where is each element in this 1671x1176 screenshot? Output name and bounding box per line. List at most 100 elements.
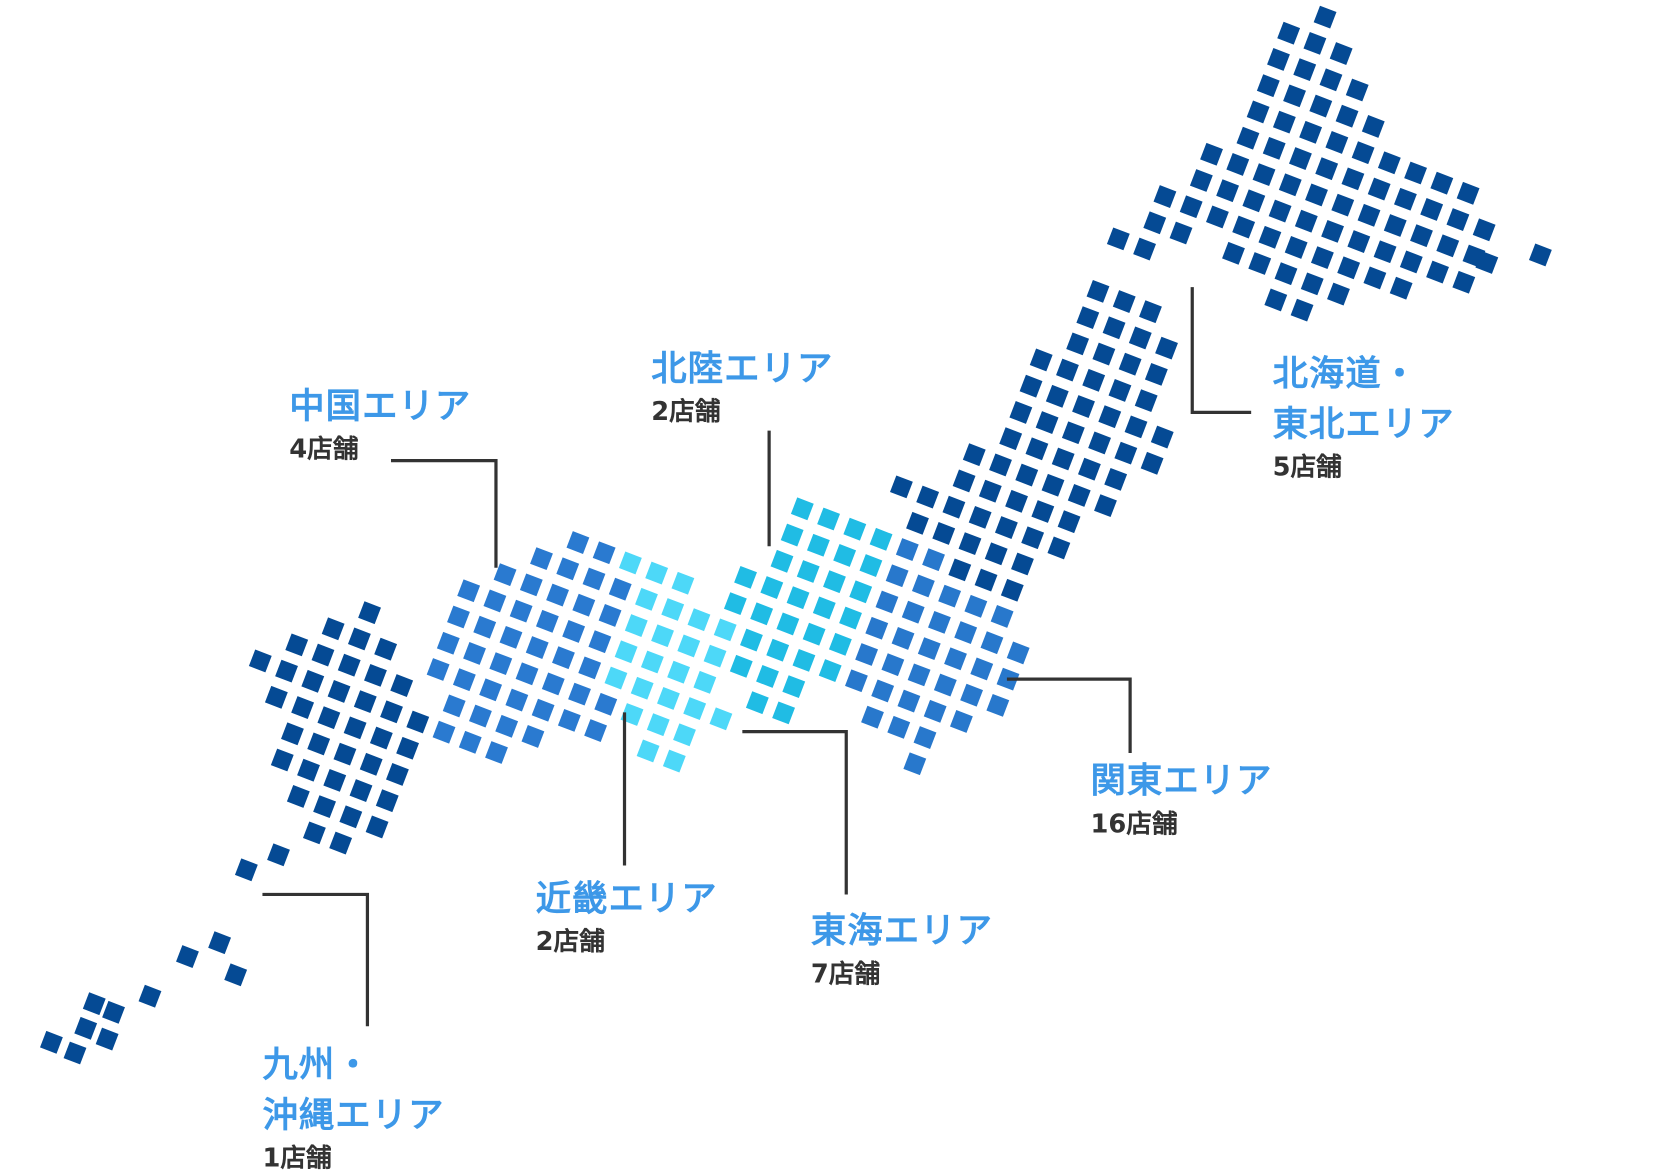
map-dot-kanto <box>855 643 879 666</box>
map-dot-hokkaido-tohoku <box>1236 126 1260 150</box>
map-dot-hokkaido-tohoku <box>1169 221 1193 245</box>
map-dot-hokkaido-tohoku <box>1206 205 1229 229</box>
map-dot-hokkaido-tohoku <box>1029 348 1053 372</box>
map-dot-chugoku-shikoku <box>436 631 460 655</box>
map-dot-hokkaido-tohoku <box>1347 230 1371 253</box>
map-dot-hokkaido-tohoku <box>1104 467 1128 491</box>
map-dot-hokkaido-tohoku <box>942 495 966 519</box>
map-dot-hokkaido-tohoku <box>1264 288 1288 312</box>
map-dot-kyushu-okinawa <box>275 659 298 683</box>
map-dot-hokkaido-tohoku <box>974 568 998 592</box>
map-dot-hokkaido-tohoku <box>1361 114 1385 138</box>
map-dot-tokai <box>828 632 852 656</box>
area-name: 北陸エリア <box>651 347 834 389</box>
map-dot-hokkaido-tohoku <box>1047 536 1071 560</box>
map-dot-island <box>208 931 232 955</box>
map-dot-chugoku-shikoku <box>608 577 632 601</box>
map-dot-hokkaido-tohoku <box>1025 437 1049 461</box>
leader-line-kyushu-okinawa <box>262 892 370 1027</box>
area-kanto[interactable]: 関東エリア 16店舗 <box>1090 755 1272 842</box>
map-dot-hokkaido-tohoku <box>1051 447 1075 471</box>
map-dot-hokkaido-tohoku <box>968 505 992 529</box>
map-dot-chugoku-shikoku <box>578 656 602 680</box>
area-kinki[interactable]: 近畿エリア 2店舗 <box>536 873 718 960</box>
area-tokai[interactable]: 東海エリア 7店舗 <box>811 905 993 992</box>
map-dot-hokkaido-tohoku <box>1274 262 1298 286</box>
map-dot-tokai <box>760 576 784 599</box>
map-dot-kyushu-okinawa <box>286 785 310 808</box>
map-dot-hokkaido-tohoku <box>932 522 956 545</box>
area-name: 近畿エリア <box>535 877 718 920</box>
map-dot-kanto <box>871 679 895 703</box>
map-dot-hokkaido-tohoku <box>999 427 1023 451</box>
area-name: 関東エリア <box>1090 759 1273 802</box>
map-dot-kyushu-okinawa <box>369 726 393 750</box>
map-dot-island <box>267 843 290 867</box>
map-dot-hokkaido-tohoku <box>1278 173 1302 197</box>
area-hokuriku[interactable]: 北陸エリア 2店舗 <box>651 343 833 430</box>
map-dot-kinki <box>673 723 696 747</box>
map-dot-tokai <box>859 554 883 578</box>
map-dot-chugoku-shikoku <box>473 615 497 639</box>
map-dot-kyushu-okinawa <box>248 649 272 673</box>
map-dot-hokkaido-tohoku <box>1329 42 1353 65</box>
map-dot-kinki <box>683 697 707 721</box>
map-dot-kanto <box>885 564 909 588</box>
map-dot-kyushu-okinawa <box>374 637 398 661</box>
area-name: 中国エリア <box>289 384 472 427</box>
map-dot-hokkaido-tohoku <box>1005 489 1028 513</box>
area-hokkaido-tohoku[interactable]: 北海道・ 東北エリア 5店舗 <box>1273 348 1455 485</box>
map-dot-hokkaido-tohoku <box>1446 208 1470 232</box>
map-dot-kanto <box>895 538 919 561</box>
map-dot-hokkaido-tohoku <box>1367 177 1391 201</box>
map-dot-kanto <box>913 726 937 749</box>
map-dot-chugoku-shikoku <box>535 609 559 633</box>
map-dot-hokkaido-tohoku <box>1021 526 1045 550</box>
map-dot-hokkaido-tohoku <box>1313 5 1337 29</box>
map-dot-hokkaido-tohoku <box>1315 157 1339 181</box>
store-count: 2店舗 <box>651 396 721 427</box>
map-dot-hokkaido-tohoku <box>1267 48 1290 71</box>
map-dot-kanto <box>923 699 947 723</box>
map-dot-hokkaido-tohoku <box>1284 236 1308 259</box>
map-dot-kyushu-okinawa <box>396 736 420 760</box>
map-dot-chugoku-shikoku <box>556 557 580 581</box>
map-dot-chugoku-shikoku <box>495 714 519 738</box>
map-dot-kanto <box>970 657 994 681</box>
map-dot-hokkaido-tohoku <box>989 453 1012 477</box>
map-dot-hokkaido-tohoku <box>1321 219 1344 243</box>
map-dot-hokkaido-tohoku <box>1216 179 1240 203</box>
map-dot-kanto <box>897 689 921 713</box>
map-dot-chugoku-shikoku <box>509 599 533 623</box>
area-chugoku[interactable]: 中国エリア 4店舗 <box>289 380 471 467</box>
map-dot-chugoku-shikoku <box>598 603 622 627</box>
map-dot-hokkaido-tohoku <box>1399 250 1423 274</box>
area-kyushu-okinawa[interactable]: 九州・ 沖縄エリア 1店舗 <box>262 1039 444 1176</box>
map-dot-kanto <box>891 627 915 650</box>
map-dot-kinki <box>662 749 686 773</box>
map-dot-hokkaido-tohoku <box>1076 306 1100 330</box>
map-dot-island <box>74 1016 98 1040</box>
map-dot-chugoku-shikoku <box>582 567 606 591</box>
map-dot-kanto <box>903 752 927 776</box>
map-dot-tokai <box>766 638 790 662</box>
map-dot-kinki <box>646 713 670 737</box>
map-dot-hokkaido-tohoku <box>1200 142 1223 166</box>
map-dot-hokkaido-tohoku <box>1088 431 1112 455</box>
map-dot-kanto <box>887 715 911 739</box>
map-dot-kyushu-okinawa <box>281 722 304 746</box>
area-name-line2: 沖縄エリア <box>262 1093 445 1136</box>
map-dot-kyushu-okinawa <box>353 690 377 714</box>
map-dot-hokkaido-tohoku <box>1345 78 1369 102</box>
map-dot-hokkaido-tohoku <box>1128 326 1152 350</box>
map-dot-kyushu-okinawa <box>317 706 341 730</box>
map-dot-kanto <box>901 600 925 624</box>
map-dot-hokkaido-tohoku <box>1086 279 1110 303</box>
map-dot-kyushu-okinawa <box>307 732 331 756</box>
map-dot-kanto <box>960 683 983 707</box>
map-dot-chugoku-shikoku <box>557 708 581 732</box>
map-dot-hokkaido-tohoku <box>1283 84 1306 108</box>
map-dot-hokkaido-tohoku <box>1294 209 1318 233</box>
map-dot-tokai <box>723 592 747 616</box>
